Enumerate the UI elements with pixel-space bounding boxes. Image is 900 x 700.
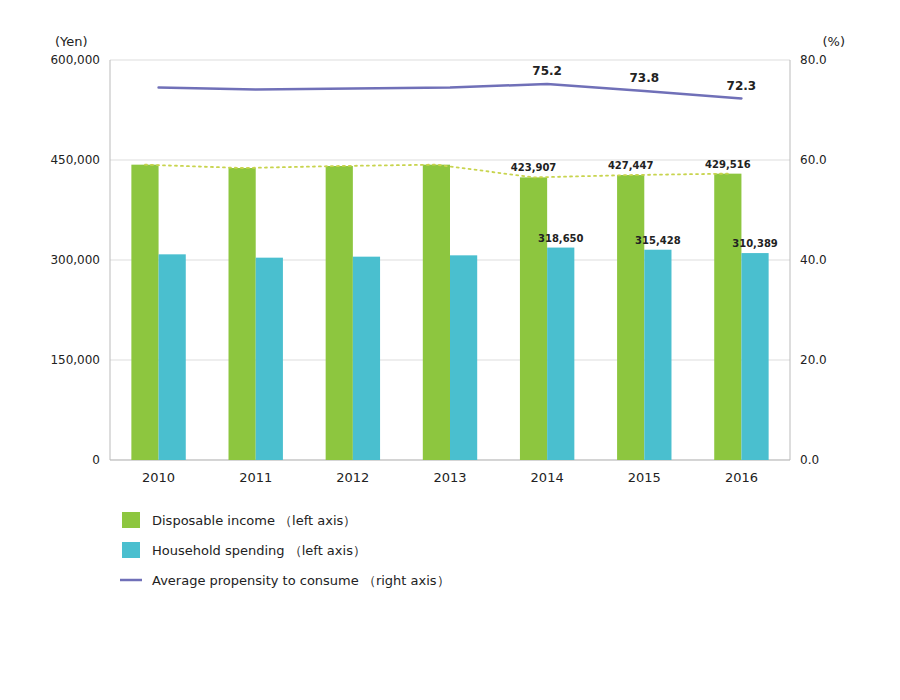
- legend-swatch: [120, 579, 142, 582]
- data-label: 72.3: [727, 79, 757, 93]
- grid-line: [110, 60, 790, 61]
- bar: [714, 174, 741, 460]
- grid: [110, 60, 790, 460]
- bar: [256, 258, 283, 460]
- bar: [326, 166, 353, 460]
- bar-series: [131, 165, 741, 460]
- bar: [229, 168, 256, 460]
- bar: [423, 165, 450, 460]
- data-label: 315,428: [635, 235, 681, 246]
- y2-axis: [790, 60, 791, 460]
- bar: [520, 177, 547, 460]
- x-tick-label: 2015: [628, 470, 661, 485]
- legend: Disposable income （left axis） Household s…: [120, 512, 450, 588]
- data-label: 73.8: [629, 71, 659, 85]
- x-tick-label: 2014: [531, 470, 564, 485]
- data-labels: 423,907 427,447 429,516 318,650 315,428 310,3…: [511, 64, 778, 249]
- data-label: 429,516: [705, 159, 751, 170]
- bar: [353, 257, 380, 460]
- legend-label: Average propensity to consume （right axi…: [152, 573, 450, 588]
- legend-swatch: [122, 542, 140, 558]
- data-label: 318,650: [538, 233, 584, 244]
- y-tick-label: 0: [92, 453, 100, 467]
- propensity-line: [159, 84, 742, 99]
- y2-tick-label: 60.0: [800, 153, 827, 167]
- bar: [131, 165, 158, 460]
- bar-series: [159, 248, 769, 460]
- x-tick-label: 2012: [336, 470, 369, 485]
- bar: [159, 254, 186, 460]
- bar: [547, 248, 574, 460]
- grid-line: [110, 160, 790, 161]
- y-tick-label: 300,000: [50, 253, 100, 267]
- legend-swatch: [122, 512, 140, 528]
- data-label: 310,389: [732, 238, 778, 249]
- x-tick-label: 2010: [142, 470, 175, 485]
- x-tick-label: 2011: [239, 470, 272, 485]
- x-tick-label: 2016: [725, 470, 758, 485]
- y-axis-label: (Yen): [55, 34, 88, 49]
- y2-tick-label: 0.0: [800, 453, 819, 467]
- chart: 0 150,000 300,000 450,000 600,000 0.0 20.0 40.0…: [0, 0, 900, 700]
- bar: [741, 253, 768, 460]
- plot-area: [131, 84, 768, 460]
- data-label: 423,907: [511, 162, 557, 173]
- background: [0, 0, 900, 700]
- y-tick-label: 450,000: [50, 153, 100, 167]
- y-tick-label: 150,000: [50, 353, 100, 367]
- legend-label: Disposable income （left axis）: [152, 513, 356, 528]
- data-label: 427,447: [608, 160, 654, 171]
- y-tick-label: 600,000: [50, 53, 100, 67]
- data-label: 75.2: [532, 64, 562, 78]
- bar: [450, 255, 477, 460]
- bar: [644, 250, 671, 460]
- legend-label: Household spending （left axis）: [152, 543, 366, 558]
- y2-tick-label: 20.0: [800, 353, 827, 367]
- y2-axis-label: (%): [823, 34, 846, 49]
- y2-tick-label: 80.0: [800, 53, 827, 67]
- x-tick-label: 2013: [433, 470, 466, 485]
- bar: [617, 175, 644, 460]
- y2-tick-label: 40.0: [800, 253, 827, 267]
- y-axis: [110, 60, 111, 460]
